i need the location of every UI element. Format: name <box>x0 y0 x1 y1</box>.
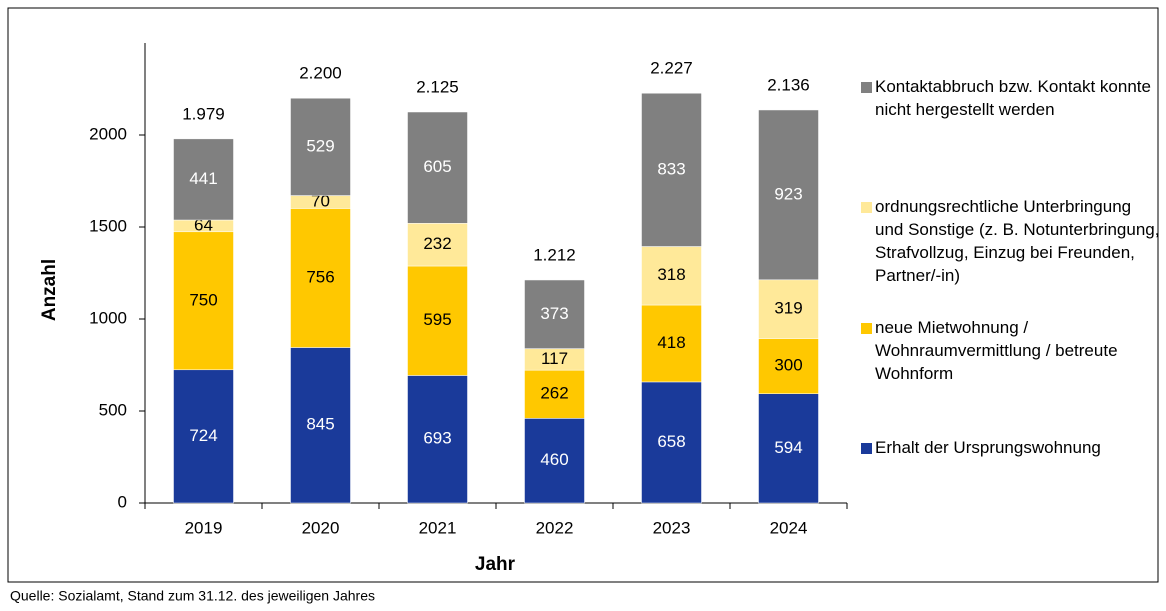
value-label: 594 <box>774 438 802 457</box>
bar-segment <box>173 138 234 221</box>
x-tick-label: 2021 <box>419 518 457 537</box>
bar-segment <box>290 347 351 504</box>
legend-swatch <box>861 202 872 213</box>
bar-segment <box>407 265 468 376</box>
bar-segment <box>290 97 351 196</box>
value-label: 117 <box>541 349 568 368</box>
bar-segment <box>758 338 819 394</box>
bar-segment <box>758 109 819 281</box>
bar-segment <box>641 92 702 247</box>
legend-swatch <box>861 82 872 93</box>
total-label: 2.125 <box>416 77 459 96</box>
x-tick-label: 2023 <box>653 518 691 537</box>
total-label: 1.212 <box>533 245 576 264</box>
legend-label: Kontaktabbruch bzw. Kontakt konnte nicht… <box>875 77 1151 119</box>
value-label: 418 <box>657 333 685 352</box>
bar-segment <box>290 208 351 348</box>
y-tick-label: 0 <box>118 492 127 511</box>
bar-segment <box>407 111 468 224</box>
bar-segment <box>758 393 819 504</box>
y-tick-label: 500 <box>99 400 127 419</box>
x-tick-label: 2019 <box>185 518 223 537</box>
value-label: 300 <box>774 356 802 375</box>
legend-label: ordnungsrechtliche Unterbringung und Son… <box>875 197 1160 285</box>
frame <box>7 7 1159 583</box>
value-label: 373 <box>540 304 568 323</box>
y-tick-label: 1500 <box>89 216 127 235</box>
bar-segment <box>641 304 702 383</box>
legend-label: neue Mietwohnung / Wohnraumvermittlung /… <box>875 318 1118 383</box>
bar-segment <box>641 381 702 504</box>
total-label: 2.227 <box>650 59 693 78</box>
bar-segment <box>524 279 585 349</box>
value-label: 460 <box>540 450 568 469</box>
total-label: 2.136 <box>767 75 810 94</box>
value-label: 750 <box>189 290 217 309</box>
y-tick-label: 2000 <box>89 124 127 143</box>
legend-swatch <box>861 443 872 454</box>
value-label: 529 <box>306 136 334 155</box>
x-axis-title: Jahr <box>475 554 516 575</box>
bar-segment <box>641 246 702 306</box>
x-tick-label: 2024 <box>770 518 808 537</box>
y-tick-label: 1000 <box>89 308 127 327</box>
value-label: 756 <box>306 267 334 286</box>
value-label: 232 <box>423 234 451 253</box>
value-label: 262 <box>540 384 568 403</box>
total-label: 2.200 <box>299 64 342 83</box>
value-label: 693 <box>423 429 451 448</box>
value-label: 319 <box>774 299 802 318</box>
legend-swatch <box>861 323 872 334</box>
value-label: 441 <box>189 169 217 188</box>
value-label: 658 <box>657 432 685 451</box>
value-label: 605 <box>423 157 451 176</box>
bar-segment <box>407 223 468 267</box>
value-label: 833 <box>657 159 685 178</box>
bar-segment <box>524 418 585 504</box>
bar-segment <box>758 279 819 339</box>
value-label: 724 <box>189 426 217 445</box>
source: Quelle: Sozialamt, Stand zum 31.12. des … <box>10 588 375 604</box>
legend-label: Erhalt der Ursprungswohnung <box>875 438 1101 457</box>
value-label: 845 <box>306 415 334 434</box>
bar-segment <box>173 369 234 504</box>
value-label: 595 <box>423 310 451 329</box>
value-label: 70 <box>311 191 330 210</box>
value-label: 923 <box>774 184 802 203</box>
bar-segment <box>524 369 585 419</box>
total-label: 1.979 <box>182 104 225 123</box>
x-tick-label: 2022 <box>536 518 574 537</box>
x-tick-label: 2020 <box>302 518 340 537</box>
value-label: 318 <box>657 265 685 284</box>
y-axis-title: Anzahl <box>39 259 60 321</box>
